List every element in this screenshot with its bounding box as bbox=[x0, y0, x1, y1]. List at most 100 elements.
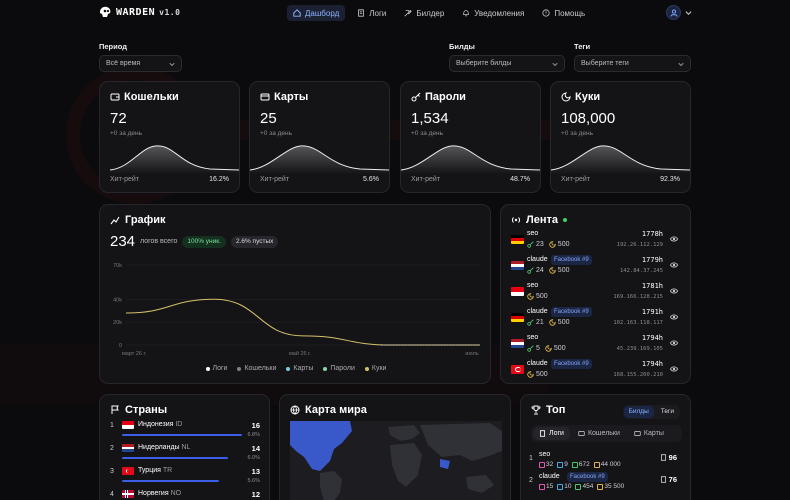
hit-rate-value: 16.2% bbox=[209, 176, 229, 183]
country-row[interactable]: 2 Нидерланды NL 14 6.0% bbox=[110, 444, 260, 466]
nav-label: Билдер bbox=[416, 8, 445, 18]
nav-logs[interactable]: Логи bbox=[351, 5, 392, 21]
user-menu[interactable] bbox=[666, 5, 692, 20]
card-icon bbox=[634, 430, 641, 437]
legend-item[interactable]: Пароли bbox=[323, 365, 355, 372]
help-icon bbox=[542, 9, 550, 17]
country-flag bbox=[511, 313, 524, 322]
key-icon bbox=[411, 92, 421, 102]
hit-rate-label: Хит-рейт bbox=[561, 176, 591, 183]
hit-rate-label: Хит-рейт bbox=[411, 176, 441, 183]
y-tick-label: 20k bbox=[113, 320, 122, 326]
sparkline bbox=[250, 145, 389, 174]
brand-logo[interactable]: WARDEN v1.0 bbox=[98, 6, 180, 18]
key-icon bbox=[527, 319, 534, 326]
country-row[interactable]: 1 Индонезия ID 16 6.8% bbox=[110, 421, 260, 443]
cookie-icon bbox=[527, 293, 534, 300]
avatar[interactable] bbox=[666, 5, 681, 20]
logs-icon bbox=[358, 9, 365, 17]
country-code: ID bbox=[175, 421, 183, 428]
countries-title: Страны bbox=[125, 404, 168, 416]
country-flag bbox=[122, 421, 134, 429]
feed-row[interactable]: claude Facebook #9 500 1794h 168.155.200.210 bbox=[509, 359, 683, 383]
tab-label: Кошельки bbox=[587, 430, 620, 437]
feed-card: Лента seo 23 500 1778h 192.26.112.129 claude F… bbox=[500, 204, 691, 384]
eye-icon[interactable] bbox=[670, 313, 678, 321]
world-map[interactable] bbox=[290, 421, 502, 500]
nav-dashboard[interactable]: Дашборд bbox=[287, 5, 346, 21]
logs-icon bbox=[660, 476, 666, 483]
period-select[interactable]: Всё время bbox=[99, 55, 182, 72]
tab-logs[interactable]: Логи bbox=[533, 427, 570, 440]
legend-item[interactable]: Кошельки bbox=[237, 365, 276, 372]
eye-icon[interactable] bbox=[670, 287, 678, 295]
top-row[interactable]: 1 seo 32 9 672 44 000 96 bbox=[529, 451, 677, 475]
toggle-builds[interactable]: Билды bbox=[623, 406, 654, 418]
country-count: 12 bbox=[251, 490, 260, 499]
feed-row[interactable]: seo 23 500 1778h 192.26.112.129 bbox=[509, 230, 683, 256]
tab-label: Логи bbox=[549, 430, 564, 437]
brand-name: WARDEN bbox=[116, 6, 156, 18]
home-icon bbox=[293, 9, 301, 17]
eye-icon[interactable] bbox=[670, 261, 678, 269]
country-rank: 4 bbox=[110, 491, 114, 498]
eye-icon[interactable] bbox=[670, 339, 678, 347]
country-code: NO bbox=[170, 490, 182, 497]
feed-row[interactable]: claude Facebook #9 24 500 1779h 142.84.37.245 bbox=[509, 255, 683, 282]
toggle-tags[interactable]: Теги bbox=[660, 408, 674, 415]
top-rank: 2 bbox=[529, 477, 533, 484]
feed-row[interactable]: seo 500 1781h 169.166.128.215 bbox=[509, 282, 683, 308]
legend-item[interactable]: Карты bbox=[286, 365, 313, 372]
legend-item[interactable]: Куки bbox=[364, 365, 387, 372]
nav-notifications[interactable]: Уведомления bbox=[456, 5, 530, 21]
legend-label: Кошельки bbox=[244, 365, 277, 372]
tab-cards[interactable]: Карты bbox=[628, 427, 670, 440]
feed-hours: 1794h bbox=[641, 360, 663, 368]
country-name: Турция bbox=[138, 467, 161, 474]
top-row[interactable]: 2 claude Facebook #9 15 10 454 35 500 76 bbox=[529, 472, 677, 497]
top-tabs: Логи Кошельки Карты bbox=[531, 425, 682, 442]
country-row[interactable]: 3 Турция TR 13 5.6% bbox=[110, 467, 260, 489]
cookies-icon bbox=[597, 483, 604, 490]
tags-select[interactable]: Выберите теги bbox=[574, 55, 691, 72]
period-filter: Период Всё время bbox=[99, 42, 182, 72]
tags-label: Теги bbox=[574, 42, 591, 51]
y-tick-label: 40k bbox=[113, 297, 122, 303]
feed-ip: 168.155.200.210 bbox=[613, 372, 663, 378]
graph-title: График bbox=[125, 214, 166, 226]
tab-wallets[interactable]: Кошельки bbox=[572, 427, 626, 440]
map-card: Карта мира bbox=[279, 394, 511, 500]
legend-label: Куки bbox=[371, 365, 387, 372]
cookie-icon bbox=[545, 345, 552, 352]
stat-title: Карты bbox=[274, 91, 309, 103]
top-rank: 1 bbox=[529, 455, 533, 462]
feed-row[interactable]: claude Facebook #9 21 500 1791h 102.163.118.1… bbox=[509, 307, 683, 334]
nav-label: Логи bbox=[369, 8, 387, 18]
nav-help[interactable]: Помощь bbox=[536, 5, 591, 21]
feed-cookies: 500 bbox=[536, 371, 548, 378]
builds-select[interactable]: Выберите билды bbox=[449, 55, 565, 72]
eye-icon[interactable] bbox=[670, 235, 678, 243]
key-icon bbox=[527, 241, 534, 248]
hit-rate-label: Хит-рейт bbox=[110, 176, 140, 183]
top-passwords: 454 bbox=[582, 483, 594, 490]
stat-card-passwords: Пароли 1,534 +0 за день Хит-рейт 48.7% bbox=[400, 81, 541, 193]
country-bar bbox=[122, 457, 228, 459]
cookie-icon bbox=[549, 241, 556, 248]
top-logs: 32 bbox=[546, 461, 554, 468]
chevron-down-icon bbox=[552, 62, 558, 66]
legend-dot bbox=[286, 366, 291, 371]
feed-row[interactable]: seo 5 500 1794h 45.239.169.105 bbox=[509, 334, 683, 360]
country-row[interactable]: 4 Норвегия NO 12 bbox=[110, 490, 260, 500]
country-name: Норвегия bbox=[138, 490, 169, 497]
x-tick-label: май 26 г. bbox=[289, 350, 311, 357]
x-tick-label: июль bbox=[465, 351, 478, 357]
wallet-icon bbox=[110, 93, 120, 101]
legend-item[interactable]: Логи bbox=[205, 365, 227, 372]
nav-builder[interactable]: Билдер bbox=[398, 5, 450, 21]
feed-hours: 1779h bbox=[641, 256, 663, 264]
feed-title: Лента bbox=[526, 214, 558, 226]
cookie-icon bbox=[549, 319, 556, 326]
globe-icon bbox=[290, 405, 300, 415]
eye-icon[interactable] bbox=[670, 365, 678, 373]
